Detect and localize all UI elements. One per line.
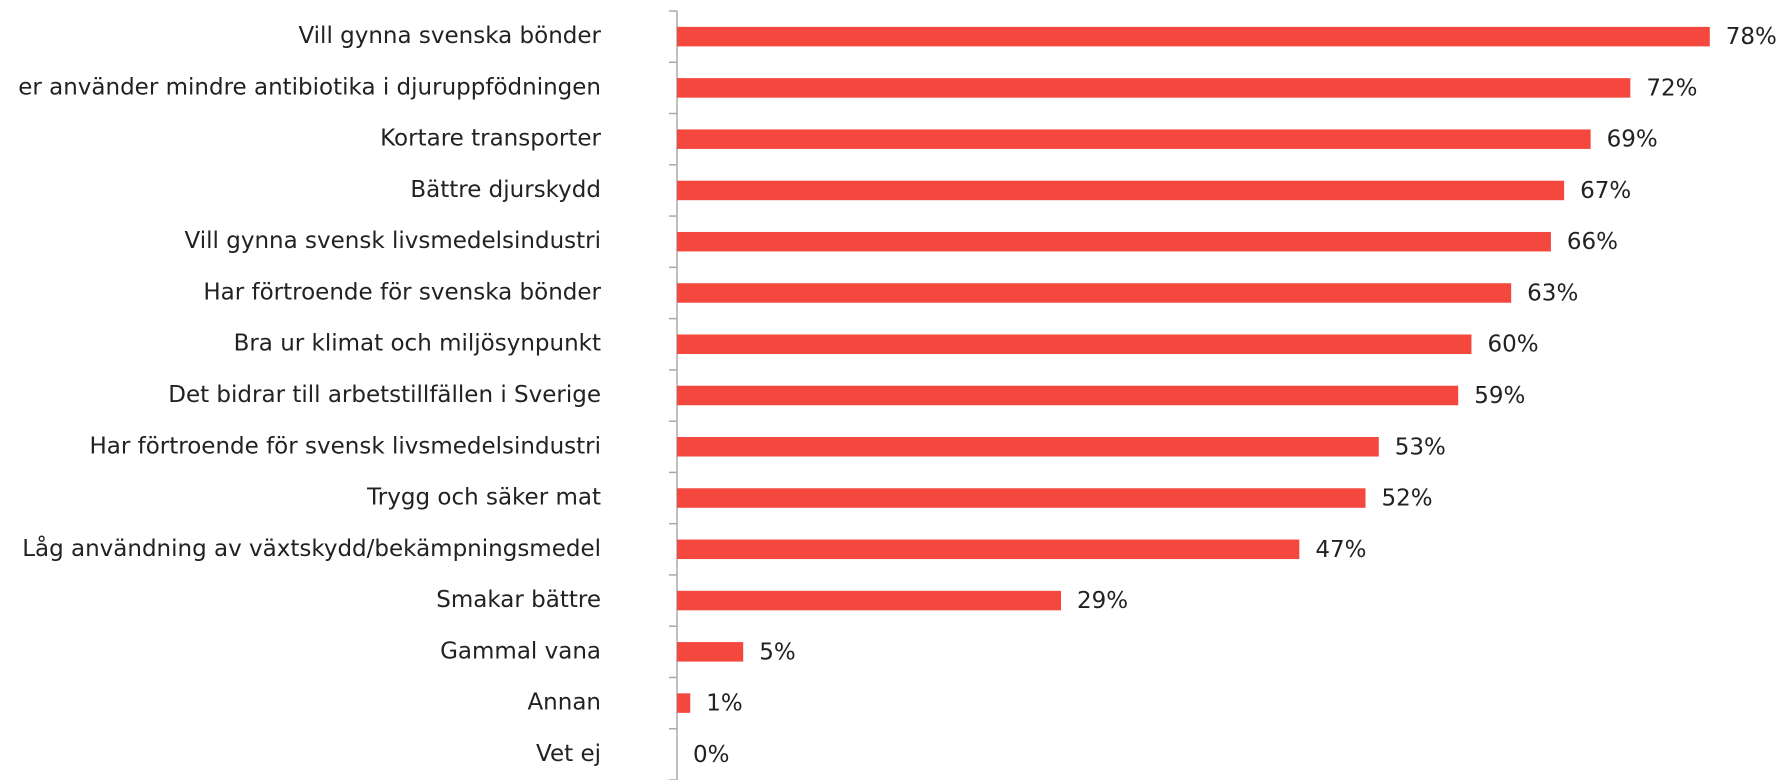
bar <box>677 693 691 713</box>
value-label: 59% <box>1474 383 1525 409</box>
value-label: 69% <box>1607 127 1658 153</box>
bar <box>677 488 1366 508</box>
value-label: 47% <box>1315 537 1366 563</box>
bar <box>677 26 1710 47</box>
bar <box>677 180 1565 201</box>
value-label: 5% <box>759 639 796 665</box>
category-label: Låg användning av växtskydd/bekämpningsm… <box>22 534 601 562</box>
bar <box>677 385 1459 406</box>
category-label: Vill gynna svenska bönder <box>298 23 601 49</box>
bar <box>677 437 1379 457</box>
value-label: 60% <box>1487 332 1538 358</box>
value-label: 66% <box>1567 229 1618 255</box>
value-label: 67% <box>1580 178 1631 204</box>
category-label: Smakar bättre <box>436 587 601 613</box>
category-label: Det bidrar till arbetstillfällen i Sveri… <box>168 382 601 408</box>
bar <box>677 642 744 662</box>
value-label: 52% <box>1382 486 1433 512</box>
value-label: 29% <box>1077 588 1128 614</box>
bar <box>677 231 1551 252</box>
category-label: Trygg och säker mat <box>366 485 601 511</box>
category-label: er använder mindre antibiotika i djurupp… <box>18 74 601 100</box>
category-label: Annan <box>527 690 601 716</box>
value-label: 0% <box>693 742 730 768</box>
bar <box>677 129 1591 149</box>
category-label: Bättre djurskydd <box>410 177 601 203</box>
category-label: Har förtroende för svensk livsmedelsindu… <box>89 433 601 459</box>
value-label: 78% <box>1726 24 1776 50</box>
category-label: Kortare transporter <box>380 126 601 152</box>
bar <box>677 78 1631 98</box>
category-label: Gammal vana <box>440 638 601 664</box>
bar <box>677 283 1512 303</box>
category-label: Vet ej <box>536 741 601 767</box>
value-label: 72% <box>1646 75 1697 101</box>
bar <box>677 334 1472 354</box>
value-label: 1% <box>706 691 743 717</box>
bar <box>677 539 1300 560</box>
value-label: 53% <box>1395 434 1446 460</box>
category-label: Har förtroende för svenska bönder <box>203 279 601 305</box>
value-label: 63% <box>1527 280 1578 306</box>
category-label: Vill gynna svensk livsmedelsindustri <box>185 228 601 254</box>
category-label: Bra ur klimat och miljösynpunkt <box>234 331 601 357</box>
bar <box>677 590 1061 611</box>
